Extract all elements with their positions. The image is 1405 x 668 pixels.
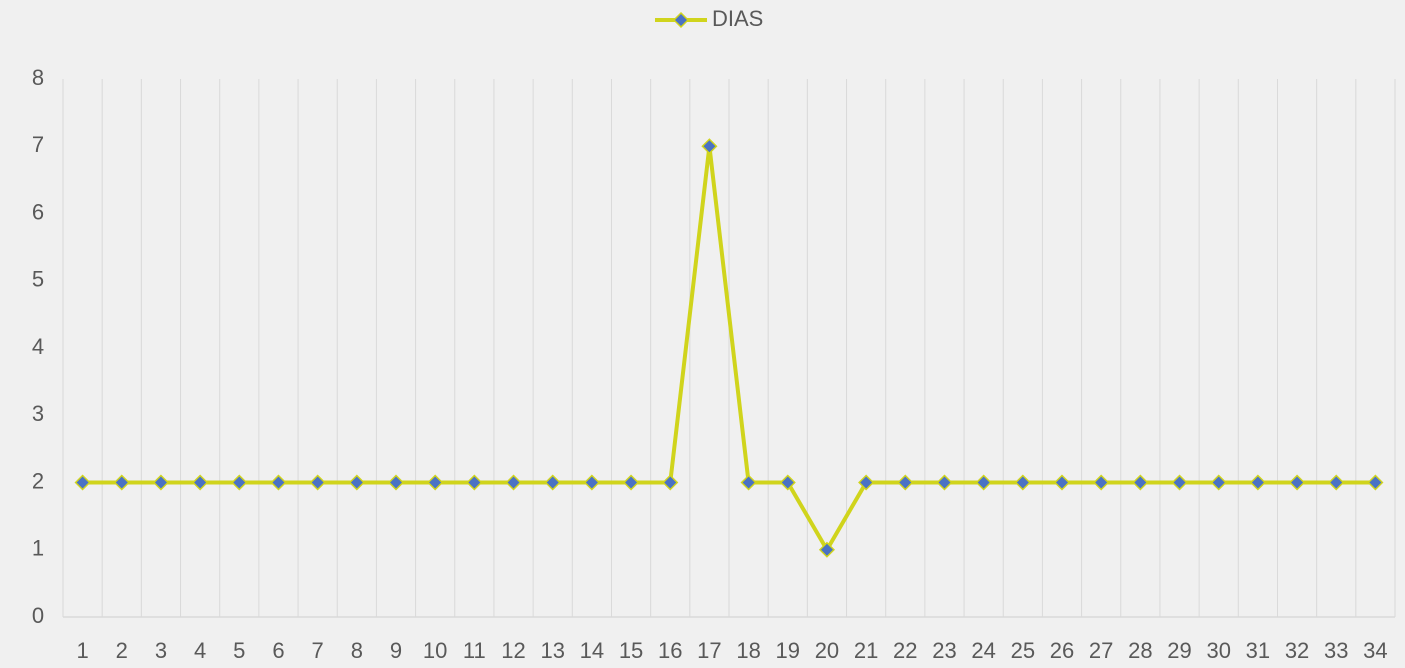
y-tick-label: 2 (32, 468, 44, 493)
x-tick-label: 18 (736, 638, 760, 663)
x-tick-label: 29 (1167, 638, 1191, 663)
marker (1210, 474, 1227, 491)
marker (152, 474, 170, 491)
x-tick-label: 19 (776, 638, 800, 663)
marker (779, 474, 796, 491)
marker (858, 474, 875, 491)
x-tick-label: 3 (155, 638, 167, 663)
x-tick-label: 15 (619, 638, 643, 663)
marker (740, 474, 757, 491)
x-tick-label: 6 (272, 638, 284, 663)
marker (74, 474, 91, 491)
y-tick-label: 6 (32, 199, 44, 224)
x-tick-label: 32 (1285, 638, 1309, 663)
y-tick-label: 5 (32, 267, 44, 292)
marker (1014, 474, 1031, 491)
marker (1053, 474, 1071, 491)
marker (1288, 474, 1306, 491)
marker (583, 474, 600, 491)
marker (818, 541, 836, 558)
marker (427, 474, 444, 491)
x-tick-label: 23 (932, 638, 956, 663)
x-tick-label: 13 (540, 638, 564, 663)
x-tick-label: 20 (815, 638, 839, 663)
x-tick-label: 8 (351, 638, 363, 663)
x-tick-label: 14 (580, 638, 604, 663)
x-tick-label: 34 (1363, 638, 1387, 663)
x-tick-label: 16 (658, 638, 682, 663)
x-tick-label: 2 (116, 638, 128, 663)
marker (309, 474, 326, 491)
marker (387, 474, 405, 491)
marker (975, 474, 992, 491)
legend-label: DIAS (712, 6, 763, 31)
x-tick-label: 28 (1128, 638, 1152, 663)
x-tick-label: 33 (1324, 638, 1348, 663)
x-tick-label: 25 (1011, 638, 1035, 663)
marker (1367, 474, 1384, 491)
marker (348, 474, 365, 491)
marker (662, 474, 679, 491)
x-tick-label: 7 (312, 638, 324, 663)
marker (192, 474, 209, 491)
marker (1093, 474, 1110, 491)
x-tick-label: 26 (1050, 638, 1074, 663)
x-tick-label: 9 (390, 638, 402, 663)
x-tick-label: 31 (1246, 638, 1270, 663)
marker (505, 474, 522, 491)
x-tick-label: 12 (501, 638, 525, 663)
marker (1132, 474, 1149, 491)
x-tick-label: 22 (893, 638, 917, 663)
x-tick-label: 24 (971, 638, 995, 663)
y-tick-label: 7 (32, 132, 44, 157)
marker (270, 474, 287, 491)
marker (701, 138, 718, 155)
x-tick-label: 17 (697, 638, 721, 663)
marker (113, 474, 130, 491)
marker (231, 474, 248, 491)
y-tick-label: 1 (32, 536, 44, 561)
x-tick-label: 11 (463, 638, 486, 663)
marker (1171, 474, 1188, 491)
x-tick-label: 5 (233, 638, 245, 663)
x-tick-label: 10 (423, 638, 447, 663)
y-tick-label: 3 (32, 401, 44, 426)
legend-marker (672, 11, 690, 29)
x-tick-label: 21 (854, 638, 878, 663)
y-tick-label: 0 (32, 603, 44, 628)
marker (622, 474, 640, 491)
series-line (82, 144, 1376, 552)
x-tick-label: 30 (1206, 638, 1230, 663)
x-tick-label: 4 (194, 638, 206, 663)
marker (897, 474, 914, 491)
marker (1249, 474, 1266, 491)
marker (466, 474, 483, 491)
x-tick-label: 27 (1089, 638, 1113, 663)
marker (936, 474, 953, 491)
marker (544, 474, 561, 491)
marker (1328, 474, 1345, 491)
y-tick-label: 8 (32, 65, 44, 90)
y-tick-label: 4 (32, 334, 44, 359)
x-tick-label: 1 (76, 638, 88, 663)
